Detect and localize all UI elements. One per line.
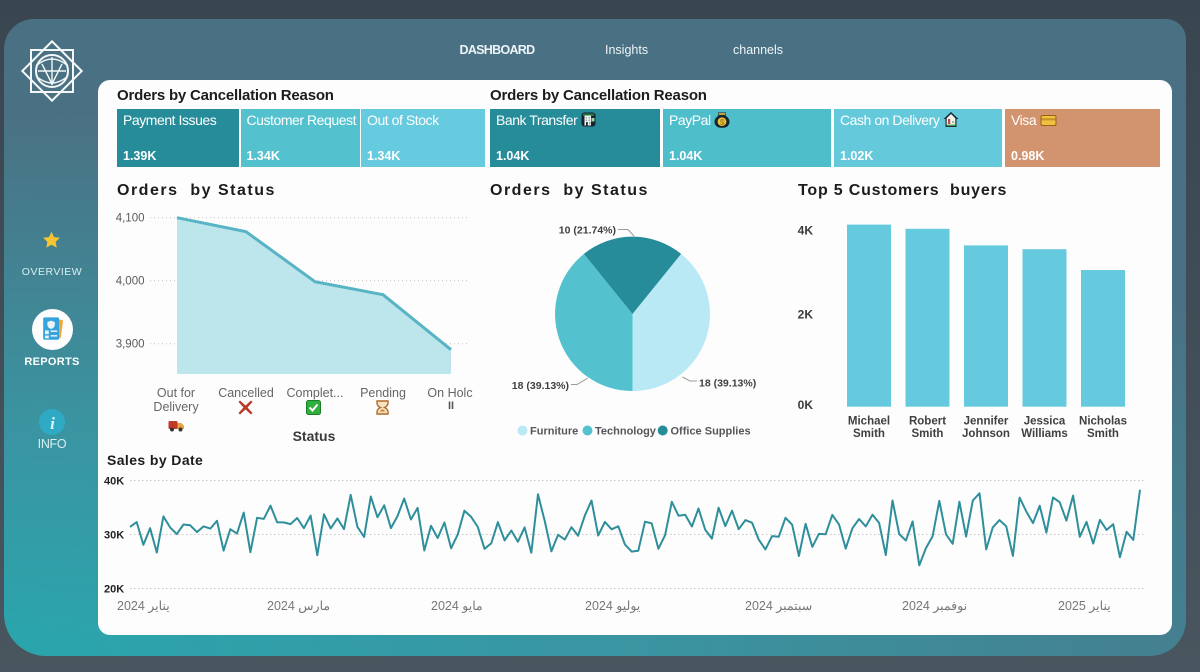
svg-text:Robert: Robert [909,416,946,428]
svg-text:18 (39.13%): 18 (39.13%) [699,378,756,390]
svg-text:Michael: Michael [848,416,890,428]
svg-text:Smith: Smith [912,428,944,440]
svg-text:4,100: 4,100 [116,213,145,225]
svg-text:$: $ [720,117,725,127]
svg-text:18 (39.13%): 18 (39.13%) [512,380,569,392]
svg-text:Technology: Technology [595,426,657,438]
svg-text:i: i [50,414,55,433]
svg-text:Nicholas: Nicholas [1079,416,1127,428]
svg-text:Furniture: Furniture [530,426,578,438]
svg-text:Jessica: Jessica [1024,416,1066,428]
svg-text:10 (21.74%): 10 (21.74%) [559,225,616,237]
svg-text:Jennifer: Jennifer [964,416,1009,428]
svg-text:4,000: 4,000 [116,276,145,288]
svg-text:3,900: 3,900 [116,339,145,351]
svg-text:Smith: Smith [1087,428,1119,440]
svg-text:Smith: Smith [853,428,885,440]
svg-text:40K: 40K [104,476,124,488]
svg-text:20K: 20K [104,584,124,596]
svg-text:30K: 30K [104,530,124,542]
svg-text:Williams: Williams [1021,428,1068,440]
svg-text:4K: 4K [798,224,814,238]
svg-text:0K: 0K [798,398,814,412]
svg-text:2K: 2K [798,308,814,322]
svg-text:Johnson: Johnson [962,428,1010,440]
svg-text:Office Supplies: Office Supplies [671,426,751,438]
